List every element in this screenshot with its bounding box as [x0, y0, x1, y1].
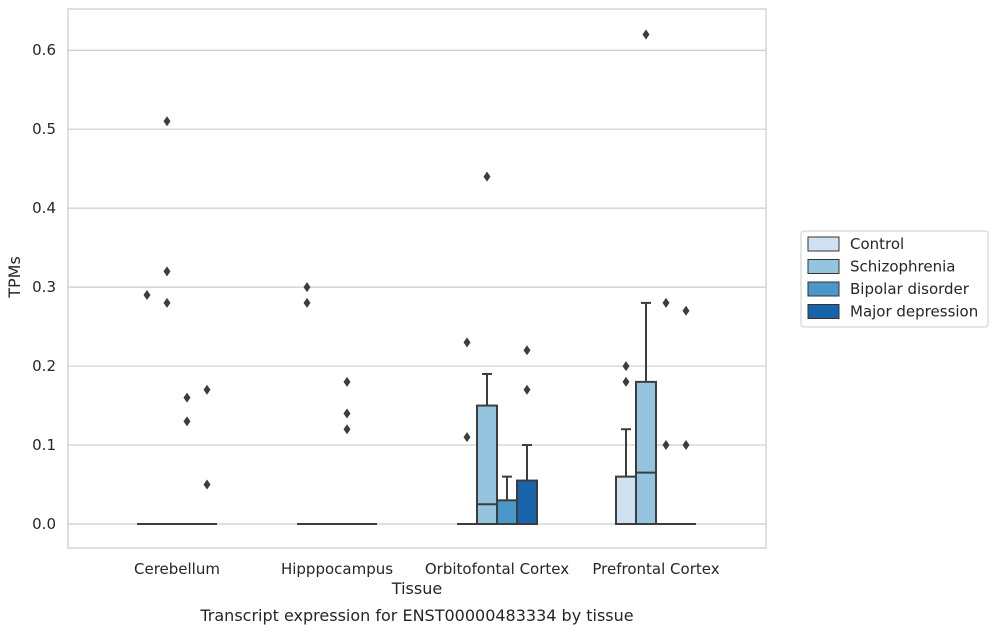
outlier-point — [163, 116, 171, 127]
outlier-point — [343, 408, 351, 419]
chart-caption: Transcript expression for ENST0000048333… — [199, 606, 633, 625]
y-tick-label: 0.3 — [32, 278, 56, 296]
legend-item: Major depression — [807, 303, 978, 321]
y-tick-label: 0.2 — [32, 357, 56, 375]
x-tick-labels: Cerebellum Hipppocampus Orbitofontal Corte… — [134, 560, 720, 578]
outlier-point — [203, 384, 211, 395]
legend-item: Schizophrenia — [807, 258, 955, 276]
outlier-point — [163, 297, 171, 308]
plot-frame — [67, 8, 767, 549]
outlier-point — [343, 376, 351, 387]
outliers — [143, 29, 690, 490]
outlier-point — [642, 29, 650, 40]
outlier-point — [622, 376, 630, 387]
legend-item: Bipolar disorder — [807, 280, 970, 298]
legend-frame — [800, 230, 989, 328]
legend-swatch — [807, 304, 840, 319]
legend-items: Control Schizophrenia Bipolar disorder Majo… — [807, 235, 978, 321]
x-axis-title: Tissue — [391, 579, 442, 598]
box-body — [476, 404, 498, 525]
legend-label: Bipolar disorder — [850, 280, 970, 298]
box — [516, 444, 538, 525]
outlier-point — [483, 171, 491, 182]
outlier-point — [343, 424, 351, 435]
outlier-point — [143, 290, 151, 301]
y-axis-title: TPMs — [5, 256, 24, 299]
legend-label: Control — [850, 235, 904, 253]
y-tick-label: 0.0 — [32, 515, 56, 533]
y-tick-labels: 0.0 0.1 0.2 0.3 0.4 0.5 0.6 — [32, 41, 56, 533]
box — [476, 372, 498, 525]
outlier-point — [203, 479, 211, 490]
x-tick-label: Orbitofontal Cortex — [425, 560, 569, 578]
outlier-point — [183, 392, 191, 403]
box-body — [516, 479, 538, 525]
legend: Control Schizophrenia Bipolar disorder Majo… — [800, 230, 989, 328]
y-tick-label: 0.5 — [32, 120, 56, 138]
plot-area — [67, 8, 767, 549]
outlier-point — [662, 297, 670, 308]
y-tick-label: 0.1 — [32, 436, 56, 454]
outlier-point — [523, 384, 531, 395]
legend-label: Major depression — [850, 303, 978, 321]
outlier-point — [463, 432, 471, 443]
legend-swatch — [807, 259, 840, 274]
outlier-point — [303, 282, 311, 293]
y-tick-label: 0.6 — [32, 41, 56, 59]
legend-swatch — [807, 281, 840, 297]
outlier-point — [682, 305, 690, 316]
box-body — [615, 475, 637, 525]
outlier-point — [682, 440, 690, 451]
x-tick-label: Cerebellum — [134, 560, 220, 578]
x-tick-label: Prefrontal Cortex — [592, 560, 719, 578]
box-body — [496, 499, 518, 526]
legend-label: Schizophrenia — [850, 258, 955, 276]
outlier-point — [622, 361, 630, 372]
legend-swatch — [807, 236, 840, 252]
boxes — [137, 301, 696, 526]
outlier-point — [463, 337, 471, 348]
gridlines — [68, 49, 766, 525]
box — [615, 428, 637, 525]
legend-item: Control — [807, 235, 904, 253]
outlier-point — [523, 345, 531, 356]
outlier-point — [183, 416, 191, 427]
outlier-point — [303, 297, 311, 308]
x-tick-label: Hipppocampus — [281, 560, 393, 578]
y-tick-label: 0.4 — [32, 199, 56, 217]
box-body — [635, 380, 657, 526]
box — [496, 475, 518, 526]
outlier-point — [662, 440, 670, 451]
outlier-point — [163, 266, 171, 277]
box — [635, 301, 657, 526]
